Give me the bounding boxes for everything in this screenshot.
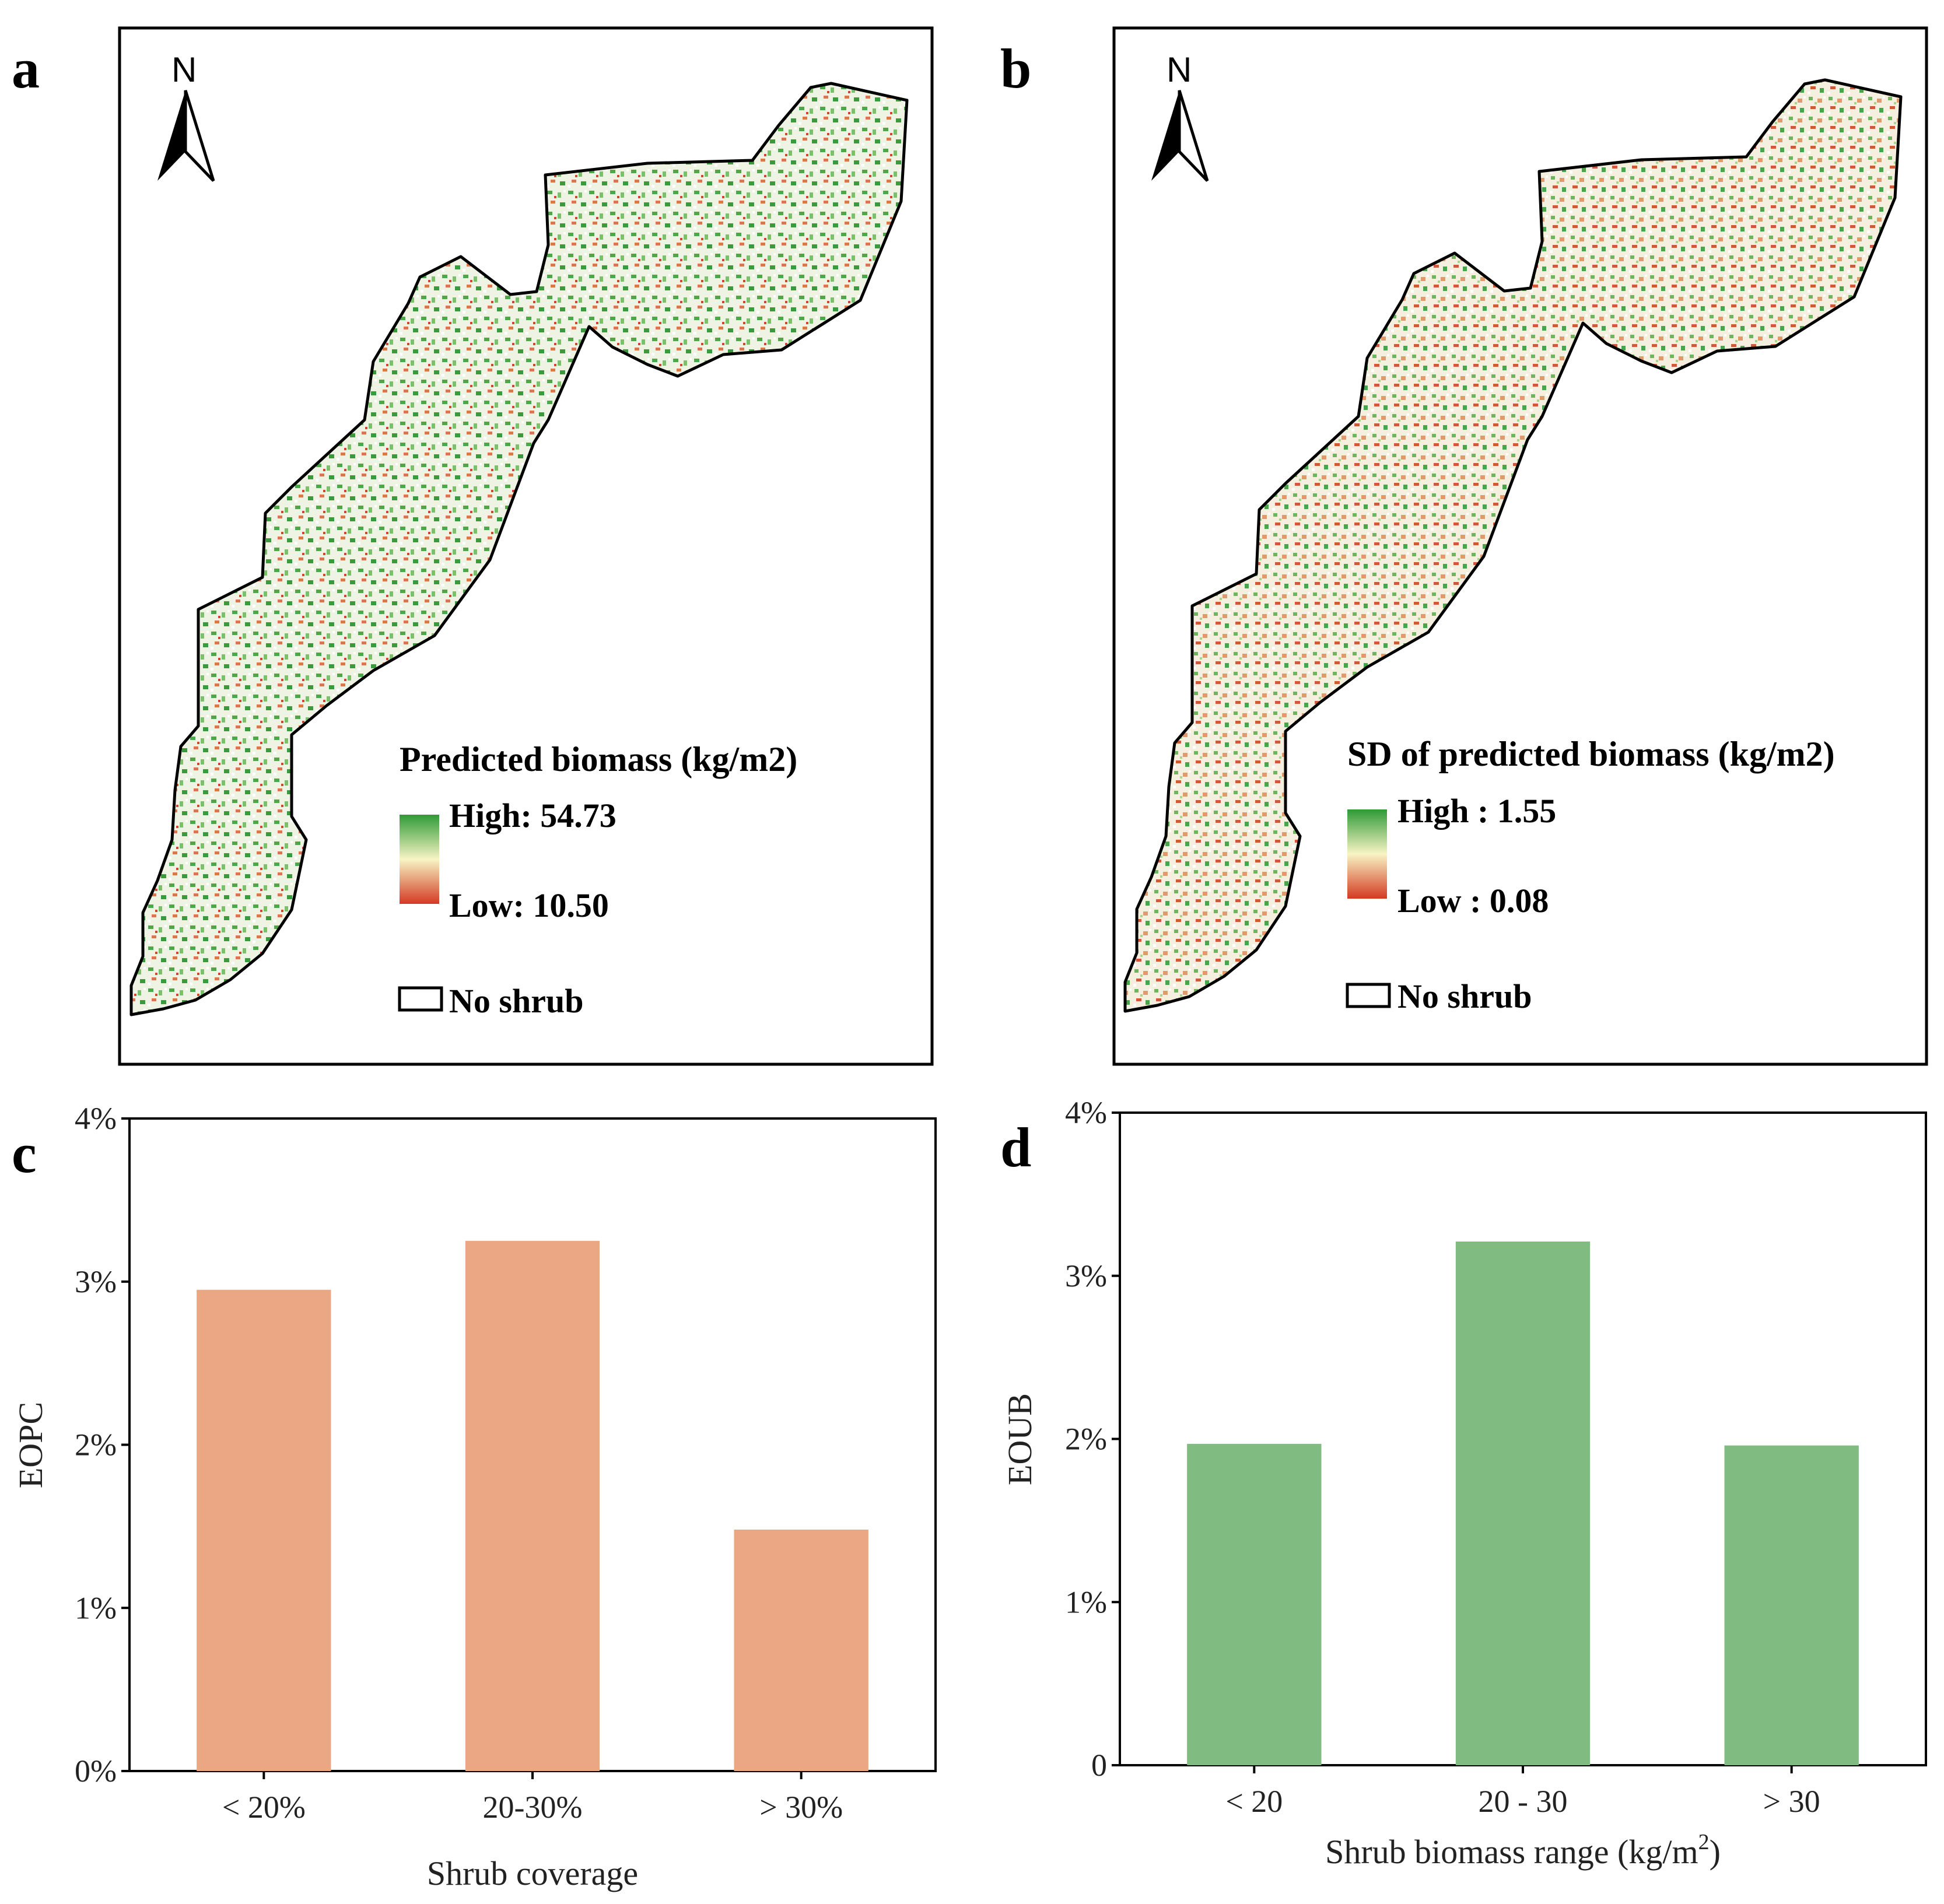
x-tick-label: > 30% [759, 1790, 843, 1825]
legend-title: Predicted biomass (kg/m2) [400, 740, 797, 779]
legend-a: Predicted biomass (kg/m2) High: 54.73 Lo… [398, 740, 797, 1020]
legend-title: SD of predicted biomass (kg/m2) [1347, 735, 1835, 773]
legend-high: High: 54.73 [449, 797, 617, 834]
legend-no-shrub: No shrub [449, 982, 583, 1020]
study-region-map [1123, 78, 1903, 1013]
legend-low: Low: 10.50 [449, 886, 609, 924]
bar [465, 1240, 600, 1771]
y-tick-label: 0% [75, 1754, 117, 1789]
north-arrow-icon: N [157, 50, 215, 182]
y-tick-label: 1% [75, 1590, 117, 1625]
panel-b-letter: b [1000, 37, 1031, 100]
no-shrub-swatch [398, 986, 443, 1012]
y-tick-label: 4% [75, 1101, 117, 1136]
bar [1724, 1445, 1859, 1765]
x-tick-label: > 30 [1763, 1784, 1820, 1819]
panel-d-letter: d [1000, 1116, 1031, 1179]
x-tick-label: 20-30% [483, 1790, 583, 1825]
y-tick-label: 1% [1065, 1584, 1107, 1619]
legend-low: Low : 0.08 [1397, 882, 1549, 920]
y-tick-label: 3% [75, 1264, 117, 1299]
study-region-map [129, 82, 909, 1016]
y-tick-label: 2% [75, 1428, 117, 1463]
legend-gradient [1347, 809, 1387, 899]
x-axis-label: Shrub coverage [427, 1854, 638, 1892]
panel-a-frame [118, 26, 934, 1066]
legend-b: SD of predicted biomass (kg/m2) High : 1… [1346, 735, 1835, 1015]
y-axis-label: EOPC [12, 1402, 50, 1488]
bar [734, 1529, 868, 1771]
bar [1455, 1242, 1591, 1765]
x-axis: < 20 20 - 30 > 30 [1225, 1765, 1820, 1819]
panel-b-frame [1112, 26, 1928, 1066]
bars [1187, 1242, 1859, 1765]
y-axis: 0 1% 2% 3% 4% [1065, 1095, 1120, 1783]
y-axis: 0% 1% 2% 3% 4% [75, 1101, 129, 1789]
bars [197, 1240, 868, 1771]
legend-gradient [400, 815, 439, 904]
no-shrub-swatch [1346, 983, 1391, 1008]
bar [1187, 1443, 1322, 1765]
y-tick-label: 2% [1065, 1422, 1107, 1457]
panel-a: a N Predicted biomass (kg/m2) High: 54.7… [12, 26, 934, 1066]
x-axis-label: Shrub biomass range (kg/m2) [1325, 1830, 1721, 1871]
chart-c: c 0% 1% 2% 3% 4% < 20% 20-30% > 30% Shrub cove… [12, 1101, 937, 1892]
chart-d: d 0 1% 2% 3% 4% < 20 20 - 30 > 30 Shrub biomas… [1000, 1095, 1927, 1871]
north-label: N [1167, 50, 1192, 89]
y-tick-label: 0 [1091, 1748, 1107, 1783]
north-arrow-icon: N [1151, 50, 1209, 182]
north-label: N [171, 50, 197, 89]
y-axis-label: EOUB [1001, 1393, 1039, 1485]
x-tick-label: 20 - 30 [1479, 1784, 1568, 1819]
y-tick-label: 4% [1065, 1095, 1107, 1130]
bar [197, 1289, 331, 1771]
legend-no-shrub: No shrub [1397, 977, 1532, 1015]
legend-high: High : 1.55 [1397, 792, 1556, 830]
x-tick-label: < 20 [1225, 1784, 1283, 1819]
panel-a-letter: a [12, 37, 40, 100]
x-tick-label: < 20% [222, 1790, 306, 1825]
y-tick-label: 3% [1065, 1258, 1107, 1293]
panel-b: b N SD of predicted biomass (kg/m2) High… [1000, 26, 1928, 1066]
x-axis: < 20% 20-30% > 30% [222, 1771, 843, 1825]
panel-c-letter: c [12, 1122, 37, 1184]
